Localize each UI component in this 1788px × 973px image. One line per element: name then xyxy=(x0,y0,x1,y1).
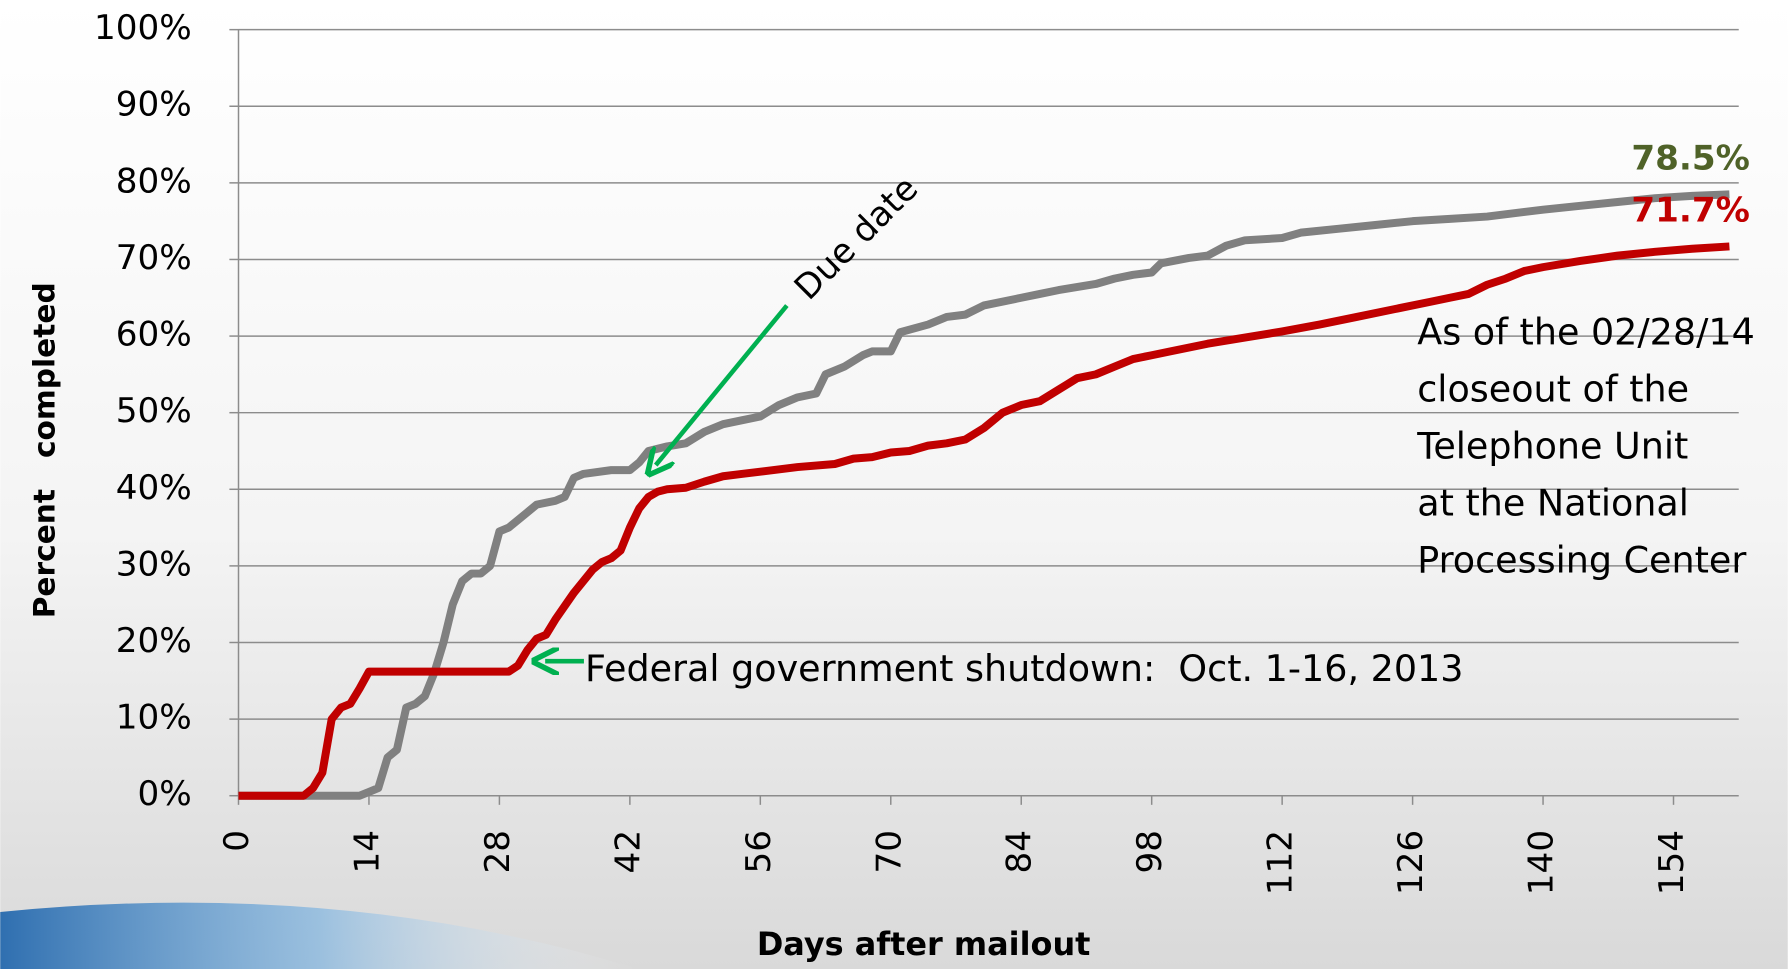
note-line: at the National xyxy=(1417,482,1689,525)
y-tick-label: 70% xyxy=(116,238,192,278)
y-tick-label: 50% xyxy=(116,391,192,431)
series-line xyxy=(238,190,1730,800)
note-line: closeout of the xyxy=(1417,368,1689,411)
y-tick-label: 0% xyxy=(138,774,192,814)
y-tick-label: 10% xyxy=(116,698,192,738)
x-tick-label: 154 xyxy=(1652,830,1692,895)
x-tick-label: 126 xyxy=(1391,830,1431,895)
x-tick-label: 14 xyxy=(347,830,387,874)
x-tick-label: 84 xyxy=(1000,830,1040,874)
note-line: Telephone Unit xyxy=(1416,425,1688,468)
y-tick-label: 100% xyxy=(94,8,192,48)
x-tick-label: 56 xyxy=(739,830,779,874)
series-line xyxy=(238,242,1730,800)
y-axis-title: Percent completed xyxy=(26,282,61,618)
due-date-arrow xyxy=(656,304,789,466)
value-label: 78.5% xyxy=(1631,139,1750,179)
x-tick-label: 70 xyxy=(869,830,909,874)
x-tick-label: 42 xyxy=(608,830,648,874)
y-tick-label: 90% xyxy=(116,85,192,125)
y-tick-label: 40% xyxy=(116,468,192,508)
note-line: As of the 02/28/14 xyxy=(1417,311,1755,354)
y-tick-label: 20% xyxy=(116,621,192,661)
x-tick-label: 140 xyxy=(1522,830,1562,895)
decoration xyxy=(0,902,639,969)
shutdown-label: Federal government shutdown: Oct. 1-16, … xyxy=(585,647,1463,690)
note-line: Processing Center xyxy=(1417,539,1746,582)
y-tick-label: 80% xyxy=(116,161,192,201)
x-tick-label: 28 xyxy=(478,830,518,874)
x-tick-label: 112 xyxy=(1261,830,1301,895)
y-tick-label: 30% xyxy=(116,544,192,584)
y-tick-label: 60% xyxy=(116,315,192,355)
x-tick-label: 98 xyxy=(1130,830,1170,874)
x-tick-label: 0 xyxy=(217,830,257,852)
value-label: 71.7% xyxy=(1631,191,1750,231)
x-axis-title: Days after mailout xyxy=(757,925,1091,963)
